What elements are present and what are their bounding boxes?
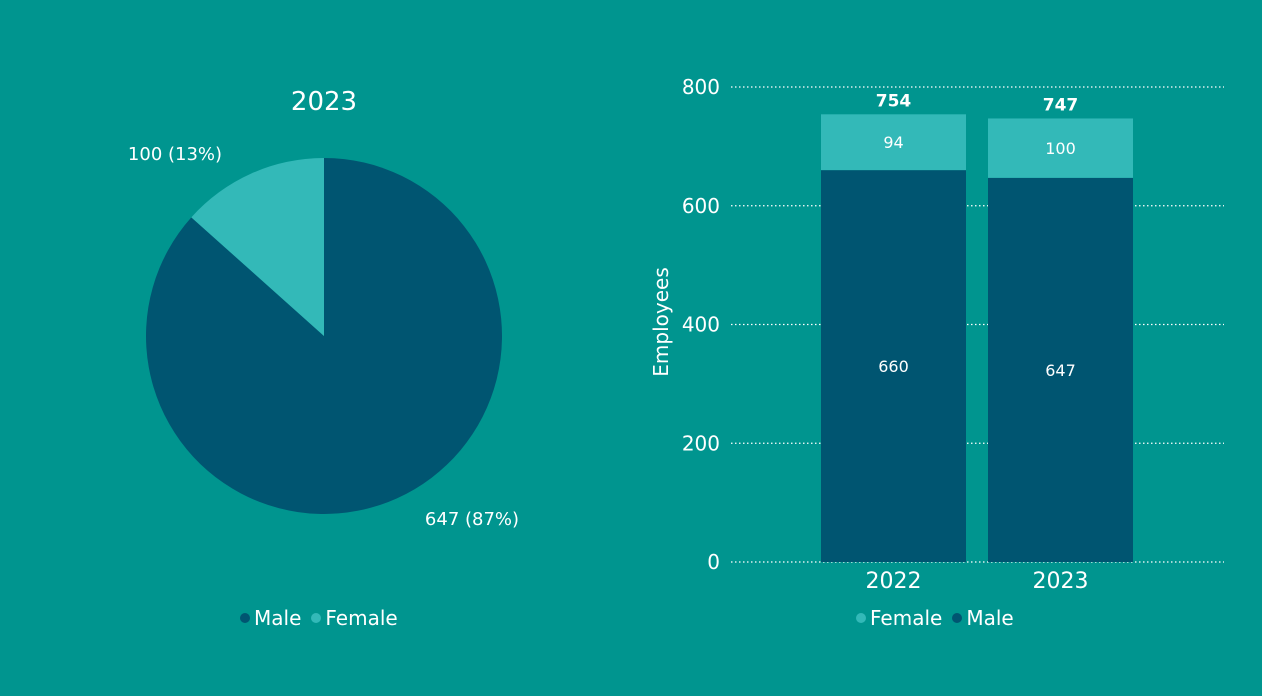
x-tick-2022: 2022 bbox=[866, 569, 922, 594]
legend-label-male: Male bbox=[254, 606, 302, 630]
legend-label-female: Female bbox=[325, 606, 398, 630]
bar-legend-label-female: Female bbox=[870, 606, 943, 630]
bar-male-2023 bbox=[988, 177, 1133, 562]
pie-legend: Male Female bbox=[240, 606, 398, 630]
bar-female-2022 bbox=[821, 114, 966, 171]
bar-legend-label-male: Male bbox=[966, 606, 1014, 630]
bar-legend: Female Male bbox=[856, 606, 1014, 630]
bar-legend-item-male: Male bbox=[952, 606, 1014, 630]
pie-title: 2023 bbox=[291, 87, 357, 117]
bar-legend-dot-female bbox=[856, 613, 866, 623]
bar-female-2023 bbox=[988, 118, 1133, 178]
data-label-female-2023: 100 bbox=[1045, 139, 1076, 158]
pie-chart: 2023 100 (13%) 647 (87%) bbox=[128, 87, 519, 530]
pie-slices bbox=[145, 158, 502, 514]
pie-label-male: 647 (87%) bbox=[425, 509, 519, 530]
y-axis-ticks: 0 200 400 600 800 bbox=[682, 75, 720, 574]
total-label-2022: 754 bbox=[876, 91, 912, 111]
legend-item-female: Female bbox=[311, 606, 398, 630]
bar-grid bbox=[731, 86, 1224, 563]
x-tick-2023: 2023 bbox=[1033, 569, 1089, 594]
y-tick-400: 400 bbox=[682, 313, 720, 337]
total-label-2023: 747 bbox=[1043, 95, 1079, 115]
y-tick-200: 200 bbox=[682, 431, 720, 455]
y-tick-600: 600 bbox=[682, 194, 720, 218]
bar-legend-item-female: Female bbox=[856, 606, 942, 630]
pie-slice-male bbox=[145, 158, 502, 514]
legend-item-male: Male bbox=[240, 606, 301, 630]
legend-dot-female bbox=[311, 613, 322, 623]
bar-series: 660 94 754 647 100 747 bbox=[821, 91, 1133, 562]
y-tick-800: 800 bbox=[682, 75, 720, 99]
pie-label-female: 100 (13%) bbox=[128, 144, 222, 165]
bar-male-2022 bbox=[821, 170, 966, 562]
data-label-female-2022: 94 bbox=[883, 133, 903, 152]
bar-legend-dot-male bbox=[952, 613, 963, 623]
legend-dot-male bbox=[240, 613, 250, 623]
x-axis-ticks: 2022 2023 bbox=[866, 569, 1089, 594]
pie-slice-female bbox=[191, 158, 324, 336]
y-tick-0: 0 bbox=[707, 550, 720, 574]
data-label-male-2023: 647 bbox=[1045, 361, 1076, 380]
data-label-male-2022: 660 bbox=[878, 357, 909, 376]
y-axis-label: Employees bbox=[649, 267, 673, 376]
